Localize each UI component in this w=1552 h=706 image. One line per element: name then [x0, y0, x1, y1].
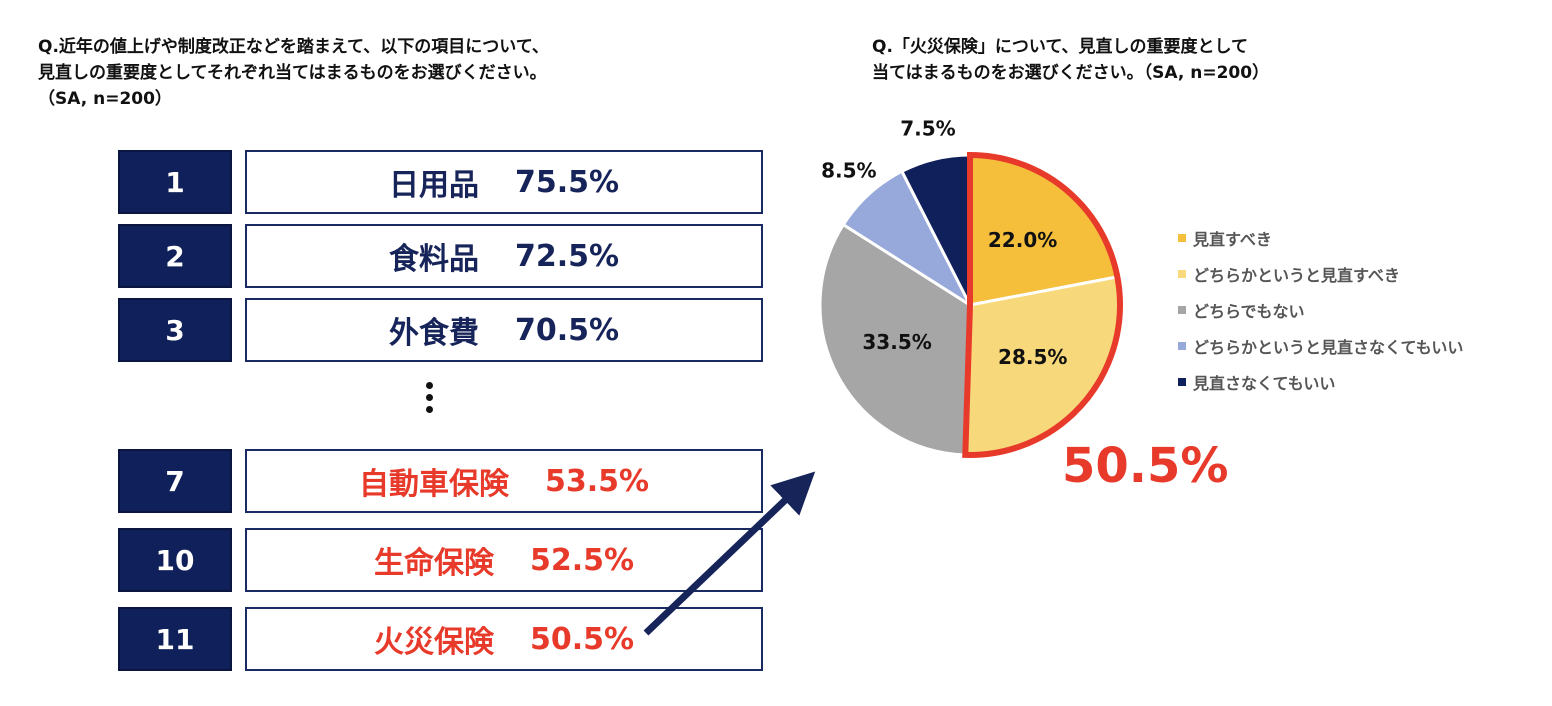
rank-item-label: 外食費 [388, 316, 479, 351]
rank-item-percent: 53.5% [544, 463, 650, 499]
ranking-row: 11 火災保険 50.5% [118, 607, 763, 671]
rank-item-label: 火災保険 [373, 625, 494, 660]
rank-number: 10 [118, 528, 232, 592]
rank-item-box: 生命保険 52.5% [245, 528, 763, 592]
legend-label: どちらかというと見直すべき [1193, 266, 1400, 285]
rank-number: 7 [118, 449, 232, 513]
legend-label: どちらでもない [1193, 302, 1305, 321]
legend-item: どちらかというと見直すべき [1178, 256, 1463, 292]
left-question-line-1: Q.近年の値上げや制度改正などを踏まえて、以下の項目について、 [38, 37, 549, 57]
rank-item-percent: 72.5% [514, 238, 620, 274]
rank-item-percent: 50.5% [529, 621, 635, 657]
right-question-line-2: 当てはまるものをお選びください。（SA, n=200） [872, 63, 1270, 83]
right-question-line-1: Q.「火災保険」について、見直しの重要度として [872, 37, 1249, 57]
right-question: Q.「火災保険」について、見直しの重要度として 当てはまるものをお選びください。… [872, 34, 1269, 86]
ellipsis-icon [426, 382, 440, 418]
rank-number: 2 [118, 224, 232, 288]
rank-item-box: 火災保険 50.5% [245, 607, 763, 671]
rank-number: 3 [118, 298, 232, 362]
legend-swatch [1178, 342, 1186, 350]
pie-slice-label: 8.5% [821, 158, 876, 182]
ranking-row: 3 外食費 70.5% [118, 298, 763, 362]
legend-label: 見直すべき [1193, 230, 1272, 249]
ranking-row: 2 食料品 72.5% [118, 224, 763, 288]
legend-item: どちらかというと見直さなくてもいい [1178, 328, 1463, 364]
pie-slice-label: 28.5% [998, 345, 1067, 369]
ranking-row: 10 生命保険 52.5% [118, 528, 763, 592]
pie-slice-label: 33.5% [862, 330, 931, 354]
left-question-line-3: （SA, n=200） [38, 89, 172, 109]
rank-item-percent: 70.5% [514, 312, 620, 348]
highlight-total: 50.5% [1062, 438, 1229, 494]
rank-item-box: 食料品 72.5% [245, 224, 763, 288]
left-question-line-2: 見直しの重要度としてそれぞれ当てはまるものをお選びください。 [38, 63, 547, 83]
rank-item-box: 外食費 70.5% [245, 298, 763, 362]
rank-number: 11 [118, 607, 232, 671]
legend-label: どちらかというと見直さなくてもいい [1193, 338, 1464, 357]
rank-item-label: 食料品 [388, 242, 479, 277]
ranking-row: 1 日用品 75.5% [118, 150, 763, 214]
legend-label: 見直さなくてもいい [1193, 374, 1336, 393]
rank-item-label: 日用品 [388, 168, 479, 203]
left-question: Q.近年の値上げや制度改正などを踏まえて、以下の項目について、 見直しの重要度と… [38, 34, 549, 112]
rank-item-percent: 75.5% [514, 164, 620, 200]
legend-item: 見直さなくてもいい [1178, 364, 1463, 400]
legend-swatch [1178, 378, 1186, 386]
legend-swatch [1178, 270, 1186, 278]
rank-item-label: 生命保険 [373, 546, 494, 581]
rank-item-box: 自動車保険 53.5% [245, 449, 763, 513]
legend-swatch [1178, 306, 1186, 314]
fire-insurance-pie-chart: 22.0% 28.5% 33.5% 8.5% 7.5% [818, 120, 1123, 458]
rank-number: 1 [118, 150, 232, 214]
pie-slice-label: 22.0% [988, 228, 1057, 252]
legend-item: 見直すべき [1178, 220, 1463, 256]
rank-item-percent: 52.5% [529, 542, 635, 578]
legend-swatch [1178, 234, 1186, 242]
legend-item: どちらでもない [1178, 292, 1463, 328]
chart-legend: 見直すべき どちらかというと見直すべき どちらでもない どちらかというと見直さな… [1178, 220, 1463, 400]
ranking-row: 7 自動車保険 53.5% [118, 449, 763, 513]
highlight-outline [962, 151, 1123, 458]
rank-item-box: 日用品 75.5% [245, 150, 763, 214]
rank-item-label: 自動車保険 [358, 467, 509, 502]
pie-slice-label: 7.5% [900, 120, 955, 140]
